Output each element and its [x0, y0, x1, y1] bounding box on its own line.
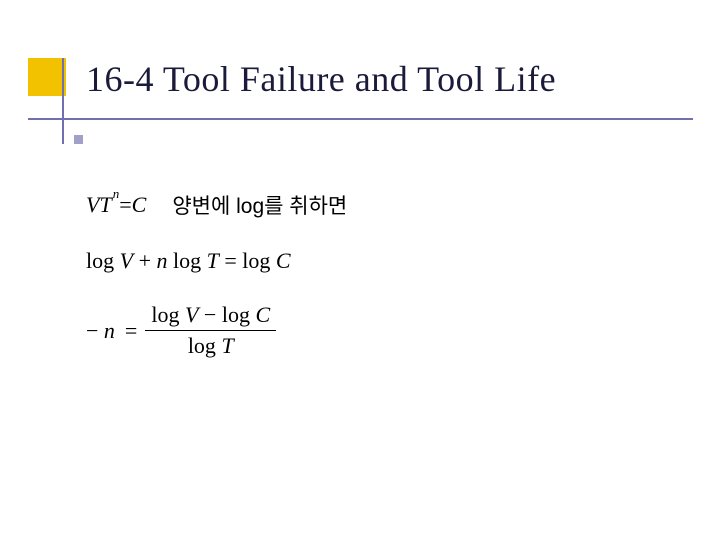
content-area: VTn = C 양변에 log를 취하면 log V + n log T = l…: [86, 190, 347, 361]
page-title: 16-4 Tool Failure and Tool Life: [86, 58, 556, 100]
korean-note: 양변에 log를 취하면: [172, 190, 347, 220]
eq3-numerator: log V − log C: [145, 300, 276, 330]
eq1-T: T: [99, 192, 111, 218]
accent-square: [28, 58, 66, 96]
eq1-C: C: [132, 192, 147, 218]
eq3-lhs: − n: [86, 318, 115, 344]
eq1-exp: n: [113, 186, 120, 202]
equation-1: VTn = C: [86, 192, 146, 218]
eq3-fraction: log V − log C log T: [145, 300, 276, 361]
eq1-V: V: [86, 192, 99, 218]
equation-2: log V + n log T = log C: [86, 248, 347, 274]
equation-3: − n = log V − log C log T: [86, 300, 347, 361]
bullet-square: [74, 135, 83, 144]
equation-row-1: VTn = C 양변에 log를 취하면: [86, 190, 347, 220]
eq1-equals: =: [119, 192, 131, 218]
eq3-equals: =: [125, 318, 137, 344]
horizontal-divider: [28, 118, 693, 120]
vertical-divider: [62, 58, 64, 144]
eq3-denominator: log T: [182, 331, 240, 361]
